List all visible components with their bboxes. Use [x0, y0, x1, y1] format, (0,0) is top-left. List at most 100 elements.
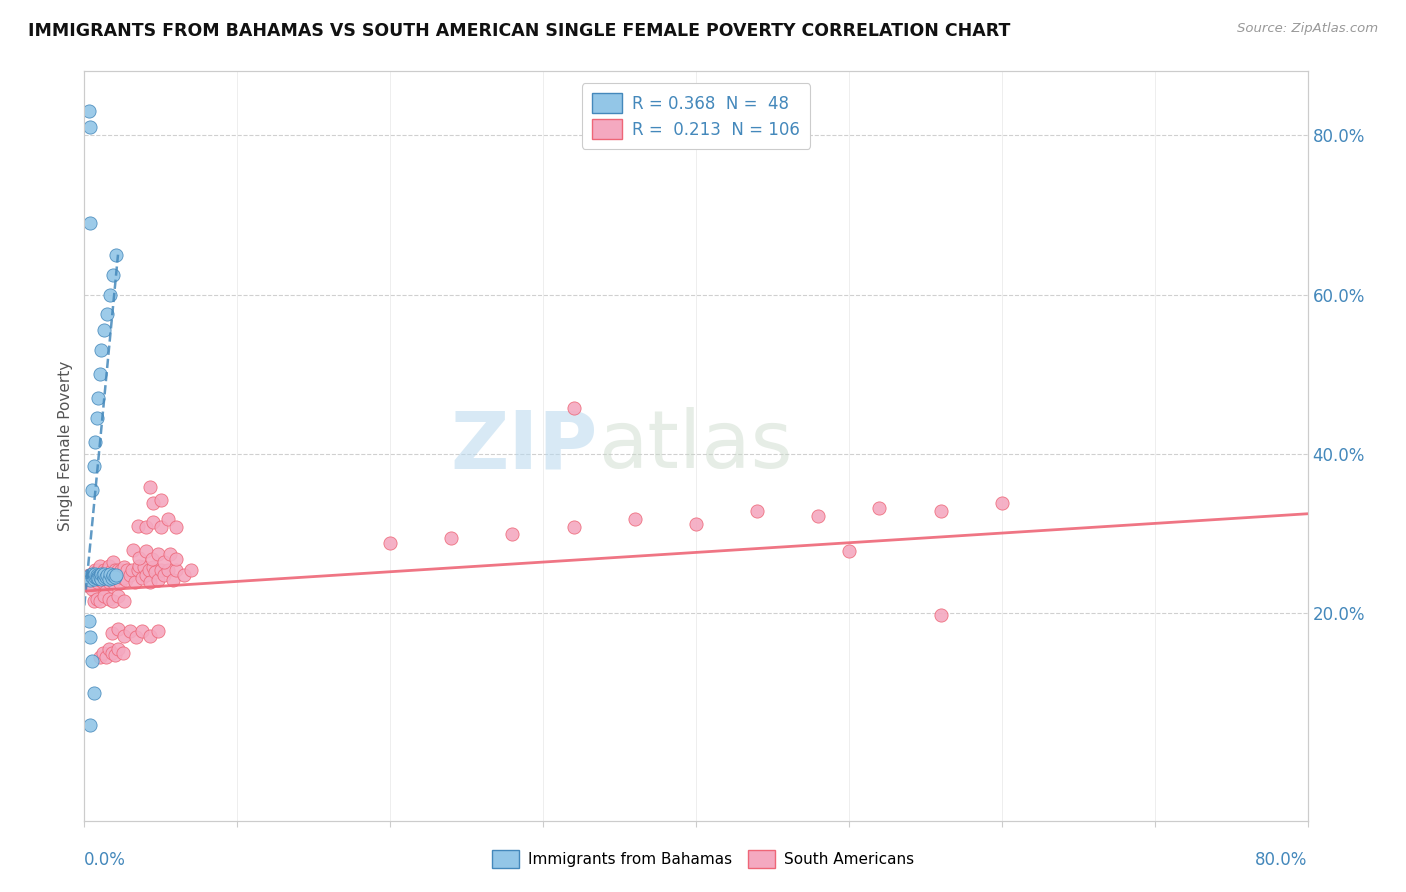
Point [87, 563, 110, 577]
Point [127, 563, 149, 577]
Point [149, 563, 172, 577]
Point [142, 496, 165, 510]
Point [80, 578, 103, 592]
Point [101, 646, 124, 660]
Point [83, 568, 105, 582]
Point [562, 520, 585, 534]
Point [77, 568, 100, 582]
Point [98, 566, 121, 581]
Point [80, 483, 103, 497]
Point [173, 568, 195, 582]
Point [110, 563, 132, 577]
Point [107, 623, 129, 637]
Text: Source: ZipAtlas.com: Source: ZipAtlas.com [1237, 22, 1378, 36]
Point [83, 572, 105, 586]
Point [96, 308, 118, 322]
Point [146, 547, 169, 561]
Point [80, 566, 103, 581]
Point [79, 120, 101, 135]
Point [139, 480, 162, 494]
Point [108, 576, 131, 591]
Point [502, 526, 524, 541]
Point [165, 552, 187, 566]
Point [91, 646, 114, 660]
Point [101, 626, 124, 640]
Point [115, 563, 138, 577]
Point [149, 520, 172, 534]
Point [93, 563, 115, 577]
Point [93, 323, 115, 337]
Point [146, 573, 169, 587]
Point [131, 624, 153, 638]
Point [86, 592, 108, 607]
Point [84, 566, 107, 581]
Point [83, 594, 105, 608]
Point [79, 718, 101, 732]
Point [838, 544, 860, 558]
Point [83, 570, 105, 584]
Point [131, 570, 153, 584]
Point [105, 248, 128, 262]
Point [84, 570, 107, 584]
Point [180, 563, 202, 577]
Point [112, 594, 135, 608]
Point [105, 568, 128, 582]
Point [86, 574, 108, 589]
Point [79, 216, 101, 230]
Point [747, 504, 769, 518]
Point [97, 642, 120, 657]
Point [84, 566, 107, 581]
Point [380, 536, 402, 550]
Point [112, 560, 135, 574]
Point [90, 570, 112, 584]
Point [807, 509, 830, 524]
Point [89, 568, 111, 582]
Point [80, 570, 103, 584]
Point [79, 574, 101, 589]
Point [103, 268, 125, 282]
Point [124, 574, 146, 589]
Point [101, 563, 124, 577]
Point [125, 630, 148, 644]
Point [93, 589, 115, 603]
Point [869, 501, 891, 516]
Text: 80.0%: 80.0% [1256, 851, 1308, 869]
Point [107, 642, 129, 657]
Point [96, 568, 118, 582]
Point [89, 570, 111, 584]
Point [89, 650, 111, 665]
Point [93, 566, 115, 581]
Point [89, 594, 111, 608]
Point [104, 648, 127, 662]
Point [90, 343, 112, 358]
Point [104, 570, 127, 584]
Point [929, 504, 952, 518]
Point [90, 566, 112, 581]
Point [97, 572, 120, 586]
Point [157, 563, 180, 577]
Point [90, 566, 112, 581]
Point [107, 589, 129, 603]
Point [98, 568, 121, 582]
Point [91, 568, 114, 582]
Point [142, 560, 165, 574]
Text: atlas: atlas [598, 407, 793, 485]
Point [87, 569, 110, 583]
Legend: R = 0.368  N =  48, R =  0.213  N = 106: R = 0.368 N = 48, R = 0.213 N = 106 [582, 84, 810, 149]
Point [97, 574, 120, 589]
Point [86, 570, 108, 584]
Point [141, 552, 163, 566]
Point [146, 624, 169, 638]
Point [159, 547, 181, 561]
Point [96, 568, 118, 582]
Point [624, 512, 647, 526]
Point [142, 515, 165, 529]
Point [165, 520, 187, 534]
Point [90, 572, 112, 586]
Point [89, 368, 111, 382]
Text: 0.0%: 0.0% [84, 851, 127, 869]
Point [120, 624, 142, 638]
Point [89, 573, 111, 587]
Point [91, 574, 114, 589]
Point [93, 570, 115, 584]
